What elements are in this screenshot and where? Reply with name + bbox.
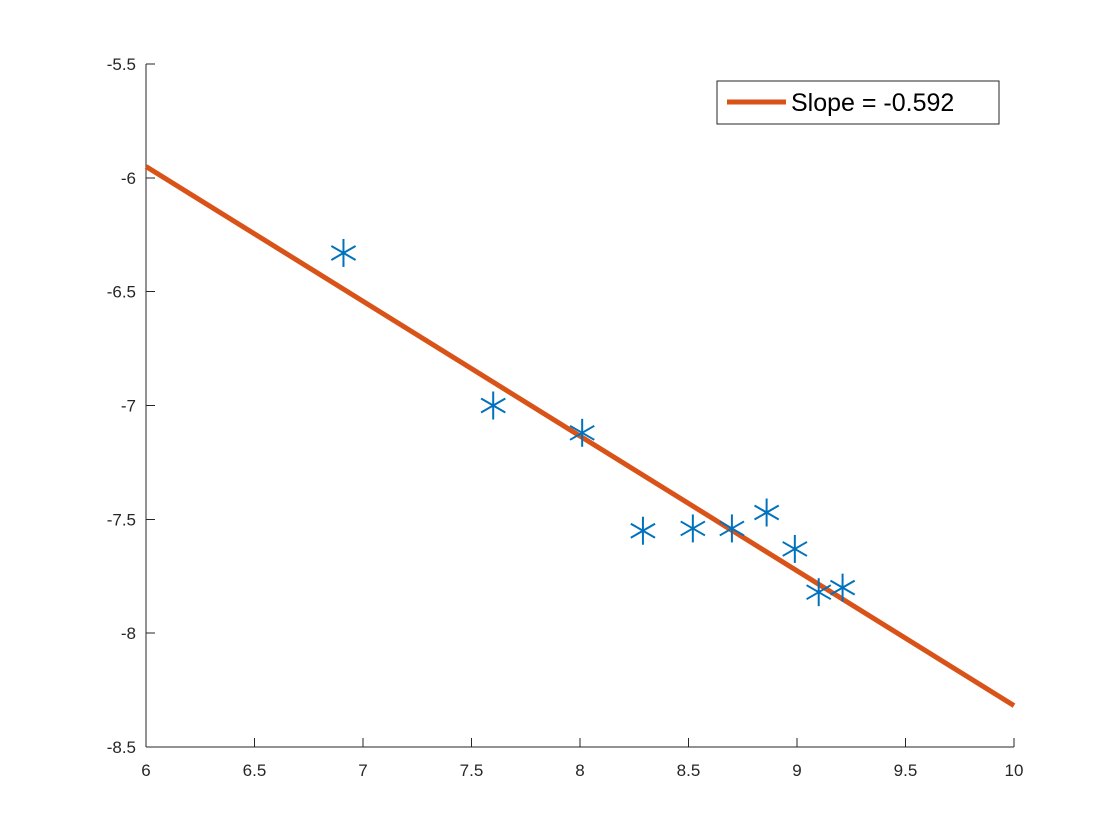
data-point-marker — [719, 514, 745, 543]
y-tick-label: -5.5 — [107, 55, 136, 74]
data-point-marker — [630, 516, 656, 545]
y-tick-label: -7.5 — [107, 510, 136, 529]
y-tick-label: -6 — [121, 169, 136, 188]
fit-line — [144, 164, 1016, 708]
data-point-marker — [680, 514, 706, 543]
x-tick-labels: 6 6.5 7 7.5 8 8.5 9 9.5 10 — [141, 761, 1023, 780]
y-tick-labels: -5.5 -6 -6.5 -7 -7.5 -8 -8.5 — [107, 55, 136, 757]
x-tick-label: 9 — [792, 761, 801, 780]
data-point-marker — [829, 573, 856, 602]
data-series — [144, 164, 1016, 708]
x-tick-label: 9.5 — [894, 761, 918, 780]
tick-marks — [145, 63, 1015, 748]
data-point-marker — [782, 534, 808, 563]
x-tick-label: 6.5 — [243, 761, 267, 780]
x-tick-label: 6 — [141, 761, 150, 780]
data-point-marker — [806, 578, 832, 607]
x-tick-label: 8 — [575, 761, 584, 780]
x-tick-label: 7 — [358, 761, 367, 780]
y-tick-label: -6.5 — [107, 283, 136, 302]
x-tick-label: 8.5 — [677, 761, 701, 780]
y-tick-label: -7 — [121, 397, 136, 416]
data-point-marker — [480, 391, 506, 420]
data-point-marker — [330, 238, 357, 267]
data-point-marker — [569, 418, 595, 447]
x-tick-label: 10 — [1005, 761, 1024, 780]
x-tick-label: 7.5 — [460, 761, 484, 780]
legend-label-fit-line: Slope = -0.592 — [791, 89, 954, 117]
axes — [145, 64, 1014, 748]
y-tick-label: -8 — [121, 624, 136, 643]
y-tick-label: -8.5 — [107, 738, 136, 757]
data-point-marker — [753, 498, 780, 527]
legend: Slope = -0.592 — [716, 80, 1000, 125]
